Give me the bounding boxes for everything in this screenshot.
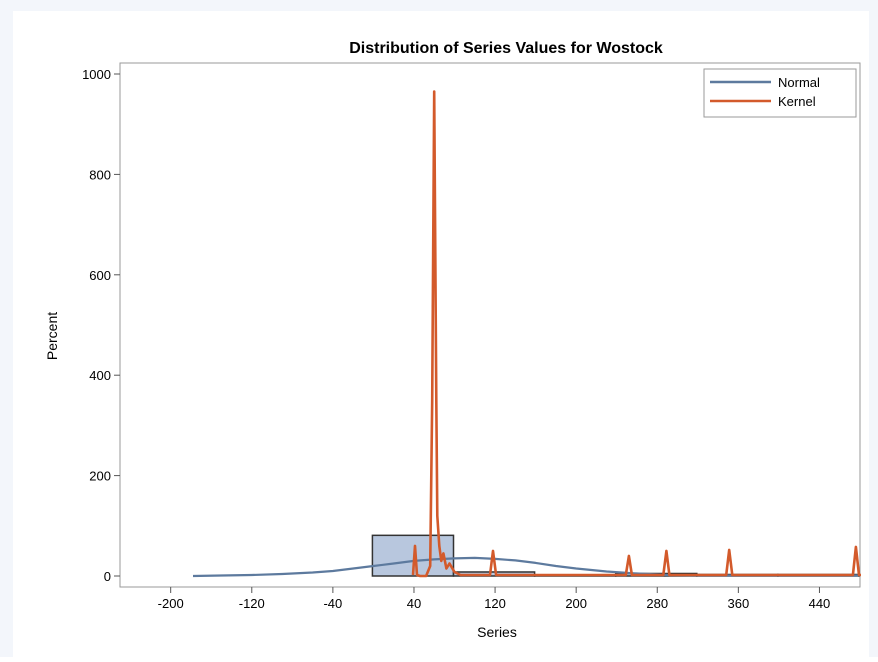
x-tick-label: 200 (565, 596, 587, 611)
plot-area: 0 200 400 600 800 1000 -200 -120 -40 40 120 200 280 3… (82, 62, 861, 611)
x-axis-label: Series (477, 624, 517, 640)
y-tick-label: 400 (89, 368, 111, 383)
kernel-curve (411, 90, 861, 578)
y-tick-label: 200 (89, 469, 111, 484)
legend-label-normal: Normal (778, 75, 820, 90)
x-tick-label: -200 (158, 596, 184, 611)
y-axis-label: Percent (44, 312, 60, 360)
y-tick-label: 0 (104, 569, 111, 584)
x-tick-label: 280 (646, 596, 668, 611)
distribution-chart: Distribution of Series Values for Wostoc… (44, 40, 861, 640)
legend-box (703, 68, 857, 118)
y-tick-label: 1000 (82, 67, 111, 82)
chart-panel: Distribution of Series Values for Wostoc… (13, 11, 869, 657)
x-tick-label: -40 (323, 596, 342, 611)
x-tick-label: -120 (239, 596, 265, 611)
plot-frame (119, 62, 861, 588)
x-tick-label: 120 (484, 596, 506, 611)
x-tick-label: 360 (728, 596, 750, 611)
x-tick-label: 40 (407, 596, 421, 611)
y-tick-label: 600 (89, 268, 111, 283)
x-tick-label: 440 (809, 596, 831, 611)
chart-title: Distribution of Series Values for Wostoc… (349, 40, 663, 57)
legend-label-kernel: Kernel (778, 94, 816, 109)
y-tick-label: 800 (89, 167, 111, 182)
